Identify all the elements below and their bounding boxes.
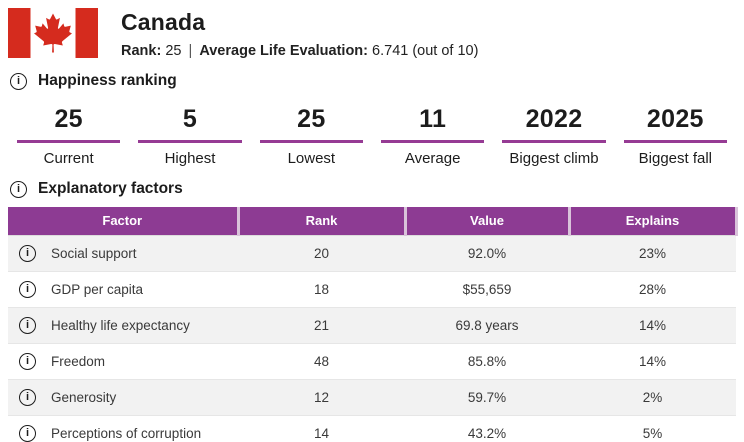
- factor-explains: 14%: [569, 343, 736, 380]
- table-row: Healthy life expectancy 21 69.8 years 14…: [8, 307, 736, 344]
- factor-value: 92.0%: [405, 235, 569, 272]
- stat-underline: [381, 140, 485, 143]
- column-header-explains: Explains: [567, 207, 738, 235]
- table-row: GDP per capita 18 $55,659 28%: [8, 271, 736, 308]
- happiness-stats-row: 25 Current 5 Highest 25 Lowest 11 Averag…: [8, 105, 736, 167]
- stat-label: Biggest climb: [509, 150, 599, 167]
- stat-underline: [502, 140, 606, 143]
- info-icon[interactable]: [19, 388, 36, 406]
- stat-cell: 2025 Biggest fall: [615, 105, 736, 167]
- happiness-ranking-heading: Happiness ranking: [10, 72, 736, 90]
- factor-explains: 23%: [569, 235, 736, 272]
- info-icon[interactable]: [19, 352, 36, 370]
- rank-value: 25: [165, 43, 182, 59]
- factor-rank: 48: [238, 343, 405, 380]
- info-icon[interactable]: [10, 72, 27, 90]
- explanatory-factors-title: Explanatory factors: [38, 180, 183, 197]
- stat-value: 25: [297, 105, 326, 133]
- table-row: Perceptions of corruption 14 43.2% 5%: [8, 415, 736, 442]
- canada-flag-icon: [8, 8, 98, 58]
- stat-value: 11: [419, 105, 447, 133]
- column-header-rank: Rank: [236, 207, 405, 235]
- factor-explains: 2%: [569, 379, 736, 416]
- stat-label: Lowest: [287, 150, 336, 167]
- country-info: Canada Rank: 25 | Average Life Evaluatio…: [121, 8, 478, 59]
- factor-value: 59.7%: [405, 379, 569, 416]
- factor-rank: 21: [238, 307, 405, 344]
- stat-value: 25: [54, 105, 83, 133]
- factor-name: Social support: [51, 245, 137, 261]
- stat-underline: [259, 140, 363, 143]
- explanatory-factors-table: Factor Rank Value Explains Social suppor…: [8, 207, 738, 442]
- country-subtitle: Rank: 25 | Average Life Evaluation: 6.74…: [121, 43, 478, 59]
- column-header-value: Value: [403, 207, 569, 235]
- factor-name: GDP per capita: [51, 281, 144, 297]
- factor-rank: 18: [238, 271, 405, 308]
- factor-value: 85.8%: [405, 343, 569, 380]
- country-header: Canada Rank: 25 | Average Life Evaluatio…: [8, 8, 736, 59]
- explanatory-factors-heading: Explanatory factors: [10, 180, 736, 198]
- factor-name: Perceptions of corruption: [51, 425, 202, 441]
- stat-label: Average: [404, 150, 461, 167]
- info-icon[interactable]: [19, 316, 36, 334]
- factor-value: 69.8 years: [405, 307, 569, 344]
- factor-rank: 14: [238, 415, 405, 442]
- factor-rank: 20: [238, 235, 405, 272]
- factor-explains: 5%: [569, 415, 736, 442]
- subtitle-separator: |: [188, 43, 193, 59]
- stat-cell: 25 Current: [8, 105, 129, 167]
- stat-value: 2025: [646, 105, 704, 133]
- factor-explains: 14%: [569, 307, 736, 344]
- stat-value: 2022: [525, 105, 583, 133]
- column-header-factor: Factor: [8, 207, 238, 235]
- stat-cell: 2022 Biggest climb: [493, 105, 614, 167]
- country-name: Canada: [121, 9, 206, 35]
- life-eval-label: Average Life Evaluation:: [199, 43, 368, 59]
- info-icon[interactable]: [19, 244, 36, 262]
- factor-name: Freedom: [51, 353, 106, 369]
- factor-explains: 28%: [569, 271, 736, 308]
- factor-name: Healthy life expectancy: [51, 317, 190, 333]
- factor-value: 43.2%: [405, 415, 569, 442]
- happiness-ranking-title: Happiness ranking: [38, 72, 177, 89]
- table-row: Social support 20 92.0% 23%: [8, 235, 736, 272]
- table-row: Generosity 12 59.7% 2%: [8, 379, 736, 416]
- stat-underline: [138, 140, 242, 143]
- info-icon[interactable]: [10, 180, 27, 198]
- factor-value: $55,659: [405, 271, 569, 308]
- stat-label: Biggest fall: [638, 150, 713, 167]
- factor-rank: 12: [238, 379, 405, 416]
- stat-label: Current: [43, 150, 94, 167]
- stat-underline: [623, 140, 727, 143]
- stat-value: 5: [182, 105, 198, 133]
- stat-label: Highest: [164, 150, 216, 167]
- table-header: Factor Rank Value Explains: [8, 207, 738, 235]
- stat-cell: 25 Lowest: [251, 105, 372, 167]
- factor-name: Generosity: [51, 389, 117, 405]
- stat-cell: 11 Average: [372, 105, 493, 167]
- stat-cell: 5 Highest: [129, 105, 250, 167]
- life-eval-value: 6.741 (out of 10): [372, 43, 479, 59]
- table-row: Freedom 48 85.8% 14%: [8, 343, 736, 380]
- rank-label: Rank:: [121, 43, 162, 59]
- info-icon[interactable]: [19, 280, 36, 298]
- stat-underline: [17, 140, 121, 143]
- info-icon[interactable]: [19, 424, 36, 442]
